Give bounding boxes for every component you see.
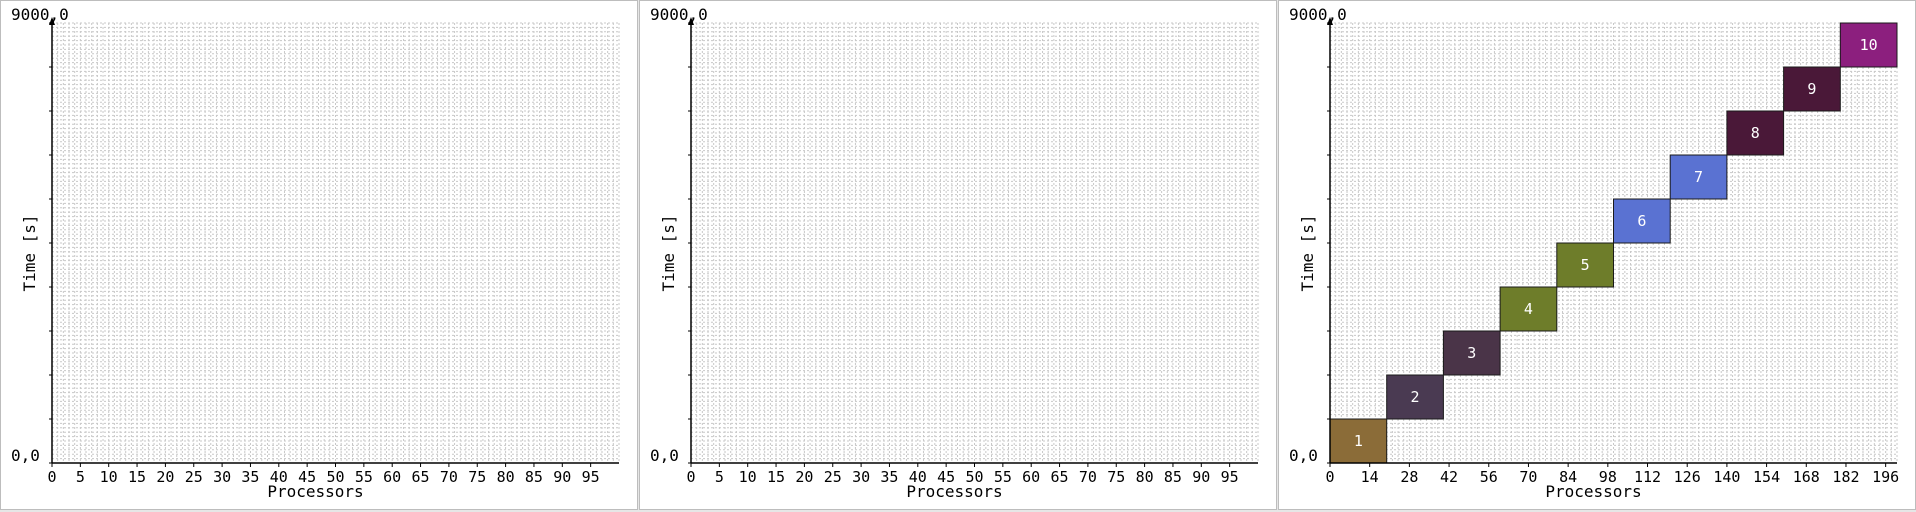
x-tick-label: 15 [767,468,785,486]
x-tick-label: 35 [880,468,898,486]
x-tick-label: 45 [937,468,955,486]
x-tick-label: 85 [1164,468,1182,486]
x-tick-label: 75 [1107,468,1125,486]
job-block [1839,22,1898,68]
x-tick-label: 70 [1519,468,1537,486]
job-block-label: 10 [1860,36,1878,54]
x-tick-label: 5 [715,468,724,486]
chart-svg-2: 0 5 10 15 20 25 30 35 40 45 50 55 60 65 70 75 80 85 90 95 90… [650,5,1259,501]
x-tick-label: 140 [1713,468,1740,486]
x-tick-label: 70 [440,468,458,486]
x-tick-label: 60 [383,468,401,486]
x-tick-label: 70 [1079,468,1097,486]
job-block [1386,374,1444,420]
x-tick-label: 182 [1832,468,1859,486]
job-block [1442,330,1501,376]
y-min-label: 0,0 [650,446,679,465]
x-tick-label: 5 [76,468,85,486]
x-axis-title: Processors [906,482,1002,501]
x-axis-title: Processors [267,482,363,501]
x-tick-label: 85 [525,468,543,486]
y-max-label: 9000,0 [11,5,69,24]
chart-svg-1: 0 5 10 15 20 25 30 35 40 45 50 55 60 65 70 75 80 85 90 95 90… [11,5,620,501]
x-tick-label: 55 [355,468,373,486]
x-tick-label: 40 [909,468,927,486]
x-tick-label: 65 [1051,468,1069,486]
y-max-label: 9000,0 [1289,5,1347,24]
x-tick-label: 154 [1753,468,1780,486]
x-tick-label: 45 [298,468,316,486]
x-tick-label: 50 [326,468,344,486]
chart-panel-3: 1 2 3 4 5 6 7 8 9 10 0 14 28 42 56 70 84 98 112 126 140 154 16… [1278,0,1916,510]
job-block-label: 9 [1807,80,1816,98]
x-tick-label: 20 [795,468,813,486]
x-tick-label: 60 [1022,468,1040,486]
y-axis-title: Time [s] [20,214,39,291]
job-block [1329,418,1388,464]
x-tick-label: 25 [824,468,842,486]
x-tick-label: 65 [412,468,430,486]
x-tick-label: 56 [1480,468,1498,486]
chart-panel-1: 0 5 10 15 20 25 30 35 40 45 50 55 60 65 70 75 80 85 90 95 90… [0,0,638,510]
y-max-label: 9000,0 [650,5,708,24]
job-block-label: 3 [1467,344,1476,362]
x-tick-label: 40 [270,468,288,486]
x-tick-label: 15 [128,468,146,486]
job-block-label: 1 [1354,432,1363,450]
x-tick-label: 90 [1192,468,1210,486]
x-tick-label: 25 [185,468,203,486]
job-block-label: 5 [1581,256,1590,274]
job-block [1726,110,1785,156]
job-block-label: 2 [1411,388,1420,406]
x-tick-label: 112 [1634,468,1661,486]
x-tick-label: 10 [100,468,118,486]
y-axis-title: Time [s] [1298,214,1317,291]
chart-panel-2: 0 5 10 15 20 25 30 35 40 45 50 55 60 65 70 75 80 85 90 95 90… [639,0,1277,510]
x-tick-label: 35 [241,468,259,486]
grid [52,22,620,463]
job-block [1669,154,1728,200]
x-axis-title: Processors [1545,482,1641,501]
job-block-label: 6 [1637,212,1646,230]
x-tick-label: 126 [1674,468,1701,486]
x-tick-label: 98 [1599,468,1617,486]
x-tick-label: 42 [1440,468,1458,486]
x-tick-label: 55 [994,468,1012,486]
x-tick-label: 95 [1221,468,1239,486]
y-axis-title: Time [s] [659,214,678,291]
x-tick-label: 168 [1793,468,1820,486]
x-tick-label: 0 [1325,468,1334,486]
x-tick-label: 0 [686,468,695,486]
job-block [1556,242,1614,288]
x-tick-label: 80 [1136,468,1154,486]
x-tick-label: 95 [582,468,600,486]
job-block [1783,66,1841,112]
x-tick-label: 30 [852,468,870,486]
x-tick-label: 20 [156,468,174,486]
job-block [1613,198,1671,244]
x-tick-label: 84 [1559,468,1577,486]
job-block-label: 4 [1524,300,1533,318]
x-tick-label: 80 [497,468,515,486]
job-block-label: 7 [1694,168,1703,186]
x-tick-label: 75 [468,468,486,486]
x-tick-label: 10 [739,468,757,486]
y-min-label: 0,0 [1289,446,1318,465]
job-block [1499,286,1558,332]
x-tick-label: 30 [213,468,231,486]
y-min-label: 0,0 [11,446,40,465]
x-tick-label: 14 [1361,468,1379,486]
job-block-label: 8 [1751,124,1760,142]
grid [691,22,1259,463]
x-tick-label: 28 [1400,468,1418,486]
x-tick-label: 90 [553,468,571,486]
x-tick-label: 0 [47,468,56,486]
x-tick-label: 50 [965,468,983,486]
x-tick-label: 196 [1872,468,1899,486]
